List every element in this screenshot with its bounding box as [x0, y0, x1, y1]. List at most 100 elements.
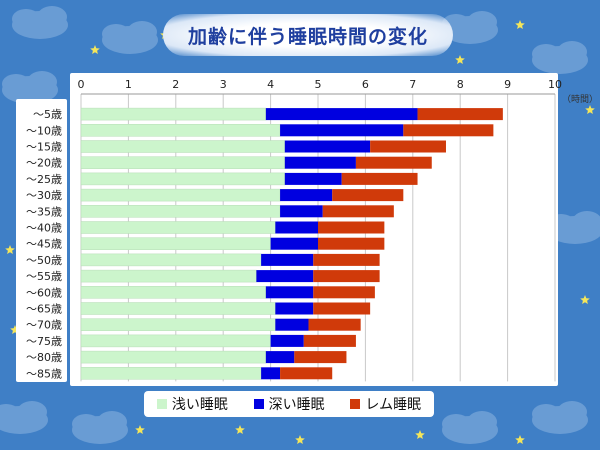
star-icon [580, 295, 590, 304]
background-decoration [0, 6, 600, 444]
bar-segment [80, 107, 267, 121]
bar-segment [275, 221, 318, 234]
cloud-icon [102, 21, 158, 54]
bar-segment [341, 172, 418, 185]
x-tick-label: 0 [78, 78, 85, 91]
cloud-icon [12, 6, 68, 39]
bar-segment [275, 318, 309, 331]
legend-label-light: 浅い睡眠 [171, 397, 228, 413]
bar-segment [280, 124, 404, 137]
bar-segment [80, 140, 286, 153]
bar-segment [80, 124, 281, 137]
category-label: ～65歳 [26, 303, 62, 316]
bar-segment [355, 156, 432, 169]
legend-label-rem: レム睡眠 [365, 397, 422, 413]
bar-segment [313, 286, 375, 299]
bar-segment [280, 367, 333, 380]
star-icon [5, 245, 15, 254]
cloud-icon [72, 411, 128, 444]
bar-segment [284, 156, 356, 169]
bar-segment [256, 270, 314, 283]
star-icon [90, 45, 100, 54]
bar-segment [80, 253, 262, 267]
bar-segment [313, 253, 380, 266]
bar-segment [303, 334, 356, 347]
cloud-icon [0, 401, 48, 434]
cloud-icon [442, 411, 498, 444]
legend-swatch-rem [350, 399, 361, 409]
legend-item-light: 浅い睡眠 [156, 394, 228, 414]
x-tick-label: 3 [220, 78, 227, 91]
bar-segment [80, 318, 276, 331]
bar-segment [80, 188, 281, 202]
x-tick-label: 8 [457, 78, 464, 91]
category-label: ～85歳 [26, 367, 62, 380]
bar-segment [265, 108, 418, 121]
x-tick-labels: 0 1 2 3 4 5 6 7 8 9 10 [78, 78, 563, 91]
x-tick-label: 2 [172, 78, 179, 91]
bar-segment [284, 140, 371, 153]
bar-segment [80, 350, 267, 364]
cloud-icon [532, 401, 588, 434]
category-label: ～15歳 [26, 141, 62, 154]
bar-segment [308, 318, 361, 331]
bar-segment [318, 221, 385, 234]
legend-swatch-deep [253, 399, 264, 409]
bar-segment [80, 367, 262, 380]
category-panel [16, 99, 67, 382]
star-icon [415, 430, 425, 439]
category-label: ～80歳 [26, 351, 62, 364]
category-label: ～25歳 [26, 173, 62, 186]
bar-segment [80, 302, 276, 315]
bar-segment [280, 205, 323, 218]
bar-segment [80, 205, 281, 218]
star-icon [585, 105, 595, 114]
bar-segment [318, 237, 385, 250]
bar-segment [80, 237, 271, 250]
bar-segment [313, 302, 371, 315]
legend-label-deep: 深い睡眠 [268, 397, 325, 413]
star-icon [135, 425, 145, 434]
bar-segment [80, 269, 257, 283]
star-icon [10, 325, 20, 334]
bar-segment [261, 367, 281, 380]
x-tick-label: 6 [362, 78, 369, 91]
category-label: ～45歳 [26, 238, 62, 251]
bar-segment [284, 172, 342, 185]
bar-segment [280, 189, 333, 202]
star-icon [515, 20, 525, 29]
category-label: ～5歳 [33, 108, 62, 121]
x-tick-label: 7 [409, 78, 416, 91]
chart-title: 加齢に伴う睡眠時間の変化 [187, 25, 428, 48]
bars [80, 107, 503, 380]
bar-segment [80, 334, 271, 348]
bar-segment [265, 351, 295, 364]
legend-item-rem: レム睡眠 [350, 394, 421, 414]
bar-segment [332, 189, 404, 202]
star-icon [455, 55, 465, 64]
bar-segment [80, 286, 267, 299]
bar-segment [261, 253, 314, 266]
category-label: ～30歳 [26, 189, 62, 202]
category-label: ～10歳 [26, 124, 62, 137]
bar-segment [270, 334, 304, 347]
bar-segment [270, 237, 318, 250]
x-tick-label: 9 [504, 78, 511, 91]
bar-segment [417, 108, 503, 121]
legend-swatch-light [156, 399, 167, 409]
category-label: ～35歳 [26, 205, 62, 218]
x-tick-label: 4 [267, 78, 274, 91]
category-label: ～40歳 [26, 222, 62, 235]
cloud-icon [532, 41, 588, 74]
bar-segment [370, 140, 446, 153]
bar-segment [403, 124, 494, 137]
category-label: ～60歳 [26, 286, 62, 299]
bar-segment [80, 156, 286, 169]
x-tick-label: 1 [125, 78, 132, 91]
x-tick-label: 5 [315, 78, 322, 91]
star-icon [515, 435, 525, 444]
star-icon [235, 425, 245, 434]
category-label: ～50歳 [26, 254, 62, 267]
legend-item-deep: 深い睡眠 [253, 394, 325, 414]
